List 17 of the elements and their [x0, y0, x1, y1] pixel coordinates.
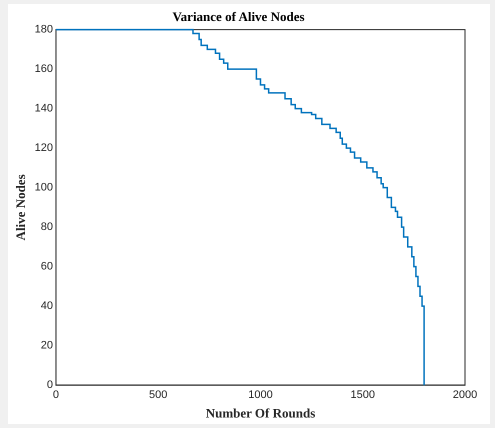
x-tick-label: 1500 [350, 388, 375, 401]
y-tick-label: 0 [46, 379, 53, 392]
x-axis-title: Number Of Rounds [206, 406, 316, 421]
y-tick-label: 20 [40, 340, 53, 352]
y-tick-label: 40 [40, 300, 53, 312]
x-tick-label: 1000 [248, 388, 273, 401]
y-tick-label: 100 [34, 182, 53, 194]
x-tick-label: 500 [149, 388, 168, 401]
y-axis-title: Alive Nodes [13, 174, 28, 240]
y-tick-label: 80 [40, 221, 53, 234]
chart-title: Variance of Alive Nodes [172, 9, 305, 24]
y-tick-label: 120 [34, 142, 53, 154]
y-tick-label: 140 [34, 102, 53, 115]
y-tick-label: 60 [40, 260, 53, 273]
x-tick-label: 2000 [452, 388, 478, 401]
y-tick-label: 180 [34, 24, 53, 36]
y-tick-label: 160 [34, 63, 53, 76]
